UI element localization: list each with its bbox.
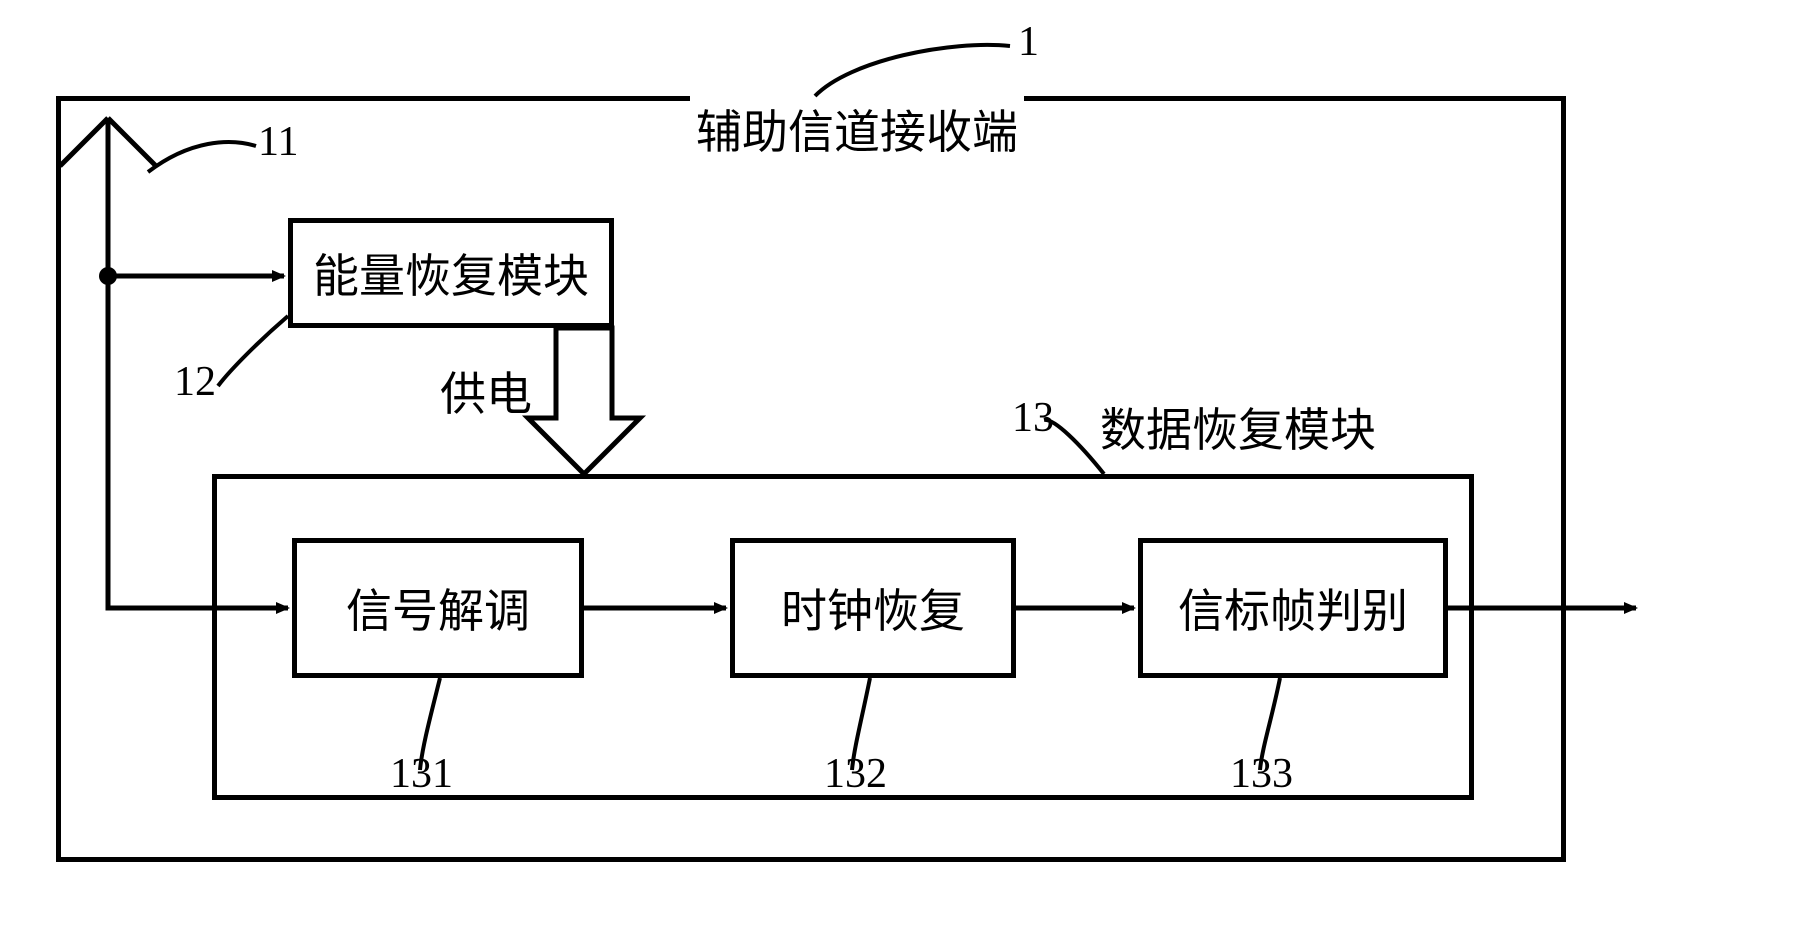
clock-recovery-block: 时钟恢复 — [730, 538, 1016, 678]
power-supply-label: 供电 — [440, 358, 532, 424]
ref-131: 131 — [390, 750, 453, 798]
signal-demod-label: 信号解调 — [346, 575, 530, 641]
beacon-frame-label: 信标帧判别 — [1178, 575, 1408, 641]
clock-recovery-label: 时钟恢复 — [781, 575, 965, 641]
ref-133: 133 — [1230, 750, 1293, 798]
ref-11: 11 — [258, 118, 298, 166]
outer-title: 辅助信道接收端 — [690, 96, 1024, 162]
ref-132: 132 — [824, 750, 887, 798]
data-recovery-title: 数据恢复模块 — [1100, 394, 1376, 460]
ref-13: 13 — [1012, 394, 1054, 442]
ref-1: 1 — [1018, 18, 1039, 66]
signal-demod-block: 信号解调 — [292, 538, 584, 678]
diagram-canvas: 辅助信道接收端 能量恢复模块 供电 数据恢复模块 信号解调 时钟恢复 信标帧判别… — [0, 0, 1809, 939]
beacon-frame-block: 信标帧判别 — [1138, 538, 1448, 678]
ref-12: 12 — [174, 358, 216, 406]
energy-recovery-label: 能量恢复模块 — [313, 240, 589, 306]
energy-recovery-block: 能量恢复模块 — [288, 218, 614, 328]
